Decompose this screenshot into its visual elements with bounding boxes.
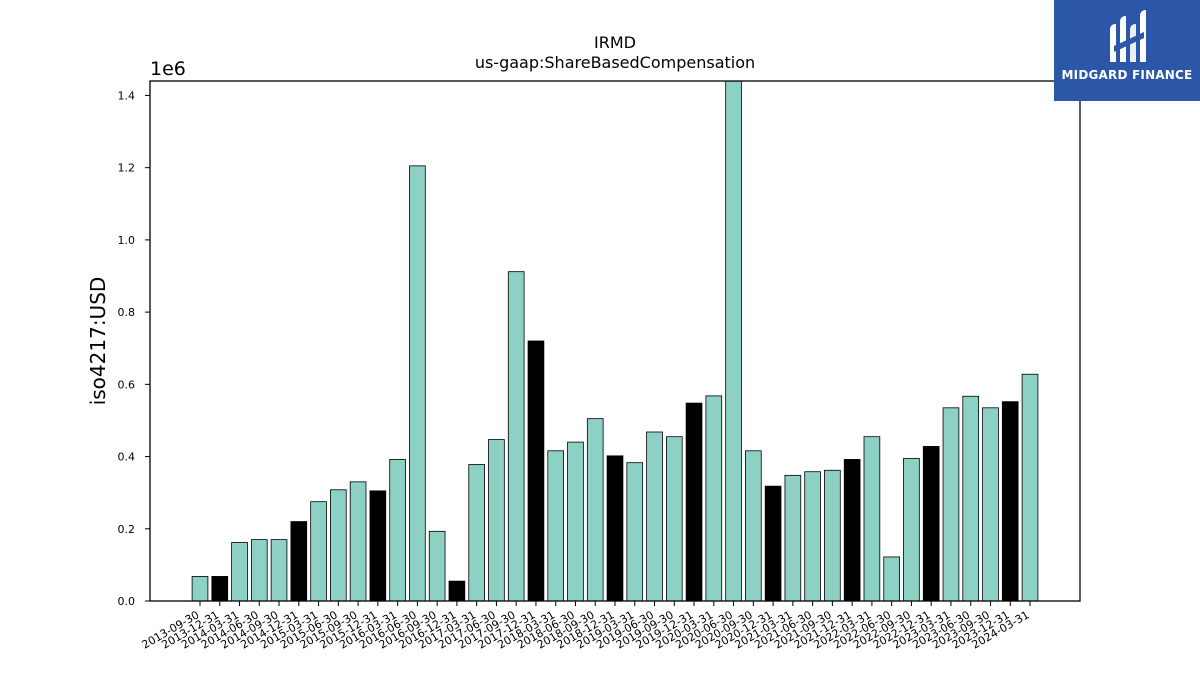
bars-group (191, 80, 1039, 602)
bar-2021-09-30 (824, 469, 841, 602)
y-tick-label: 0.2 (118, 523, 136, 536)
bar-2014-09-30 (270, 539, 288, 602)
bar-2018-03-31 (547, 450, 565, 602)
bar-2022-06-30 (883, 556, 900, 602)
bar-2020-03-31 (705, 395, 723, 602)
bar-2023-12-31 (1001, 401, 1019, 602)
bar-2020-09-30 (745, 450, 762, 602)
bar-2014-03-31 (231, 542, 248, 602)
bar-2016-12-31 (448, 580, 466, 602)
bar-2015-03-31 (310, 501, 327, 602)
y-tick-label: 0.0 (118, 595, 136, 608)
bar-2013-09-30 (191, 576, 209, 602)
bar-2023-09-30 (982, 407, 999, 602)
bar-2019-12-31 (685, 402, 703, 602)
bar-2018-09-30 (586, 418, 604, 602)
y-tick-label: 1.4 (118, 89, 136, 102)
y-tick-label: 0.8 (118, 306, 136, 319)
plot-frame (149, 80, 1081, 602)
bar-2023-06-30 (962, 395, 980, 602)
bar-2017-06-30 (488, 439, 505, 602)
x-ticks-group: 2013-09-302013-12-312014-03-312014-06-30… (140, 601, 1032, 652)
bar-2022-03-31 (863, 436, 881, 602)
bar-2024-03-31 (1021, 373, 1039, 602)
y-tick-label: 0.4 (118, 451, 136, 464)
y-ticks-group: 0.0 0.2 0.4 0.6 0.8 1.0 1.2 1.4 (118, 89, 150, 608)
bar-2017-03-31 (468, 464, 485, 602)
y-tick-label: 0.6 (118, 378, 136, 391)
bar-2014-12-31 (290, 521, 308, 602)
bar-2015-12-31 (369, 490, 387, 602)
bar-2019-06-30 (646, 431, 663, 602)
bar-2021-06-30 (804, 471, 821, 602)
bar-2014-06-30 (250, 539, 268, 602)
midgard-finance-logo: MIDGARD FINANCE (1054, 0, 1200, 101)
bar-2023-03-31 (942, 407, 960, 602)
bar-2015-09-30 (349, 481, 367, 602)
bar-2018-06-30 (567, 441, 584, 602)
bar-2019-03-31 (626, 462, 644, 602)
logo-text: MIDGARD FINANCE (1061, 68, 1193, 82)
y-multiplier-label: 1e6 (150, 58, 186, 80)
y-axis-label: iso4217:USD (86, 277, 110, 406)
bar-2017-09-30 (507, 271, 525, 602)
bar-2020-06-30 (725, 80, 742, 602)
chart-title: IRMD (594, 33, 636, 52)
bar-2018-12-31 (606, 455, 624, 602)
bar-2017-12-31 (527, 340, 545, 602)
bar-2022-09-30 (903, 457, 920, 602)
bar-2020-12-31 (764, 485, 782, 602)
chart-subtitle: us-gaap:ShareBasedCompensation (475, 53, 755, 72)
bar-2021-03-31 (784, 474, 802, 602)
bar-2022-12-31 (922, 446, 940, 602)
y-tick-label: 1.2 (118, 162, 136, 175)
bar-2021-12-31 (843, 459, 861, 602)
midgard-monogram-icon (1110, 10, 1146, 62)
bar-2016-09-30 (428, 530, 446, 602)
bar-2019-09-30 (665, 436, 683, 602)
bar-2016-06-30 (409, 165, 426, 602)
bar-2013-12-31 (211, 576, 229, 602)
bar-2015-06-30 (330, 489, 347, 602)
bar-2016-03-31 (389, 459, 406, 602)
y-tick-label: 1.0 (118, 234, 136, 247)
